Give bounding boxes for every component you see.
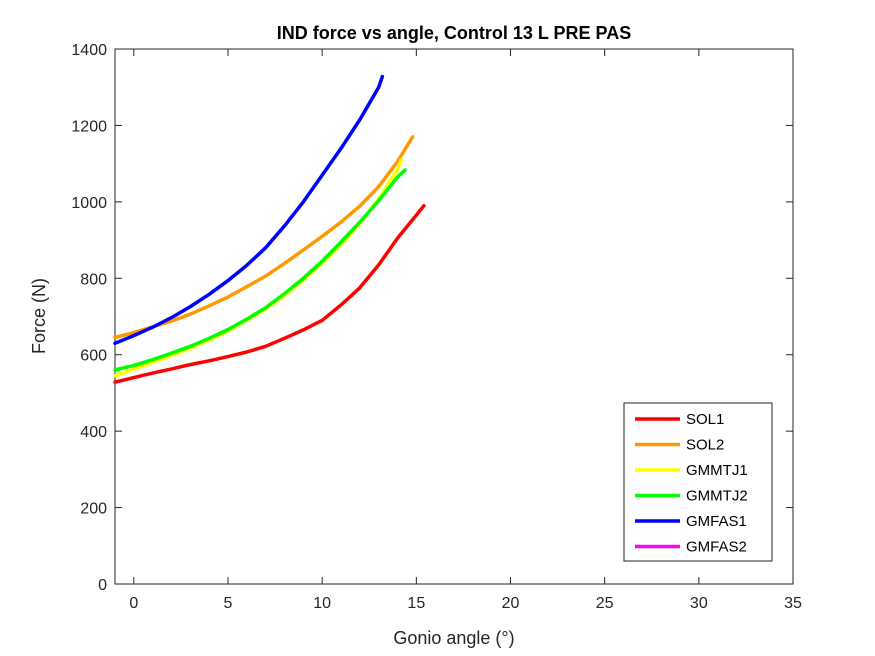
- x-axis: 0 5 10 15 20 25 30 35: [129, 49, 802, 612]
- series-line-gmmtj2: [113, 168, 407, 372]
- legend-label-gmmtj2: GMMTJ2: [686, 488, 748, 505]
- y-tick-label: 400: [80, 424, 107, 441]
- y-tick-label: 200: [80, 501, 107, 518]
- series-line-gmfas1: [113, 74, 385, 346]
- legend-label-sol1: SOL1: [686, 411, 724, 428]
- legend-label-gmfas1: GMFAS1: [686, 513, 747, 530]
- x-tick-label: 5: [224, 595, 233, 612]
- x-tick-label: 0: [129, 595, 138, 612]
- y-tick-label: 1400: [71, 42, 107, 59]
- y-axis-label: Force (N): [29, 278, 49, 354]
- x-axis-label: Gonio angle (°): [393, 628, 514, 648]
- x-tick-label: 15: [407, 595, 425, 612]
- series-line-sol2: [113, 135, 415, 340]
- series-line-sol1: [113, 203, 426, 384]
- x-tick-label: 25: [596, 595, 614, 612]
- legend-label-gmmtj1: GMMTJ1: [686, 462, 748, 479]
- legend-box: [623, 402, 773, 562]
- x-tick-label: 30: [690, 595, 708, 612]
- legend-label-sol2: SOL2: [686, 437, 724, 454]
- y-tick-label: 0: [98, 577, 107, 594]
- legend-label-gmfas2: GMFAS2: [686, 539, 747, 556]
- legend: SOL1 SOL2 GMMTJ1 GMMTJ2 GMFAS1 GMFAS2: [623, 402, 773, 562]
- y-tick-label: 600: [80, 348, 107, 365]
- y-tick-label: 1000: [71, 195, 107, 212]
- x-tick-label: 35: [784, 595, 802, 612]
- series-layer: [113, 74, 426, 384]
- y-axis: 0 200 400 600 800 1000 1200 1400: [71, 42, 793, 594]
- y-tick-label: 800: [80, 271, 107, 288]
- x-tick-label: 10: [313, 595, 331, 612]
- y-tick-label: 1200: [71, 118, 107, 135]
- x-tick-label: 20: [502, 595, 520, 612]
- chart-title: IND force vs angle, Control 13 L PRE PAS: [277, 23, 631, 43]
